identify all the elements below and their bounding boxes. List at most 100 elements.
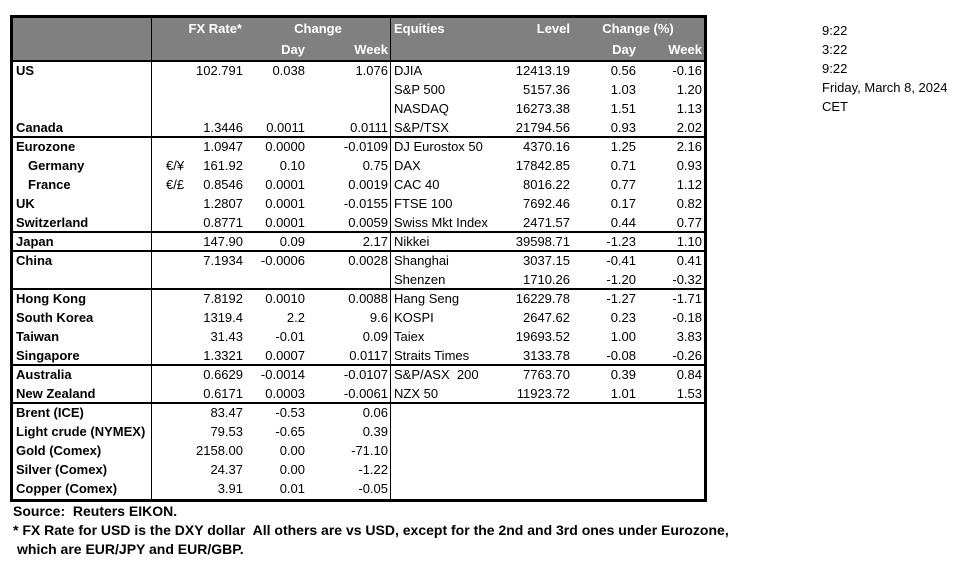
eq-row-nasdaq: NASDAQ 16273.38 1.51 1.13: [391, 100, 704, 119]
fx-rate-cell: 83.47: [152, 404, 246, 423]
fx-row-us: US 102.791 0.038 1.076: [13, 62, 390, 81]
fx-row-hong-kong: Hong Kong 7.8192 0.0010 0.0088: [13, 290, 390, 309]
fx-rate-value: 1.0947: [203, 139, 243, 154]
fx-label-cell: Brent (ICE): [13, 404, 152, 423]
fx-row-label: Brent (ICE): [16, 405, 84, 420]
eq-level-cell: 12413.19: [515, 63, 570, 78]
eq-label-cell: [391, 404, 504, 423]
eq-level-cell: [504, 423, 572, 442]
eq-label-cell: DAX: [391, 157, 504, 176]
eq-day-cell: -1.20: [606, 272, 636, 287]
eq-row-s-p-asx-200: S&P/ASX 200 7763.70 0.39 0.84: [391, 366, 704, 385]
eq-level-cell: 21794.56: [515, 120, 570, 135]
fx-rate-value: 3.91: [217, 481, 243, 496]
eq-week-cell: 1.20: [676, 82, 702, 97]
fx-rate-cell: 7.8192: [152, 290, 246, 309]
eq-label-cell: KOSPI: [391, 309, 504, 328]
eq-level-cell: 7763.70: [523, 367, 570, 382]
eq-row-label: CAC 40: [394, 177, 440, 192]
fx-row-label: New Zealand: [16, 386, 96, 401]
eq-day-cell: 0.17: [610, 196, 636, 211]
eq-row-label: KOSPI: [394, 310, 434, 325]
fx-rate-cell: 1319.4: [152, 309, 246, 328]
eq-day-cell: 1.25: [610, 139, 636, 154]
fx-rate-value: 0.6171: [203, 386, 243, 401]
fx-row-taiwan: Taiwan 31.43 -0.01 0.09: [13, 328, 390, 347]
eq-label-cell: Taiex: [391, 328, 504, 347]
eq-label-cell: Swiss Mkt Index: [391, 214, 504, 233]
currency-pair-label: €/¥: [166, 158, 185, 173]
fx-rate-value: 0.8546: [203, 177, 243, 192]
eq-row-nikkei: Nikkei 39598.71 -1.23 1.10: [391, 233, 704, 252]
eq-day-cell: 0.77: [610, 177, 636, 192]
fx-day-cell: 0.038: [272, 63, 305, 78]
change-pct-column-header: Change (%): [602, 21, 674, 36]
fx-table-body: US 102.791 0.038 1.076 Canada 1.3446 0.0011 0.0…: [13, 62, 390, 499]
fx-day-cell: [246, 81, 308, 100]
fx-day-cell: 0.0000: [265, 139, 305, 154]
fx-row-label: Canada: [16, 120, 63, 135]
time-line-3: 9:22: [822, 61, 848, 76]
eq-row-blank: [391, 480, 704, 499]
eq-row-nzx-50: NZX 50 11923.72 1.01 1.53: [391, 385, 704, 404]
eq-label-cell: S&P/ASX 200: [391, 366, 504, 385]
fx-rate-cell: 102.791: [152, 62, 246, 81]
eq-row-dj-eurostox-50: DJ Eurostox 50 4370.16 1.25 2.16: [391, 138, 704, 157]
fx-day-cell: 0.0007: [265, 348, 305, 363]
fx-day-column-header: Day: [281, 42, 305, 57]
eq-row-hang-seng: Hang Seng 16229.78 -1.27 -1.71: [391, 290, 704, 309]
fx-row-label: France: [28, 177, 71, 192]
fx-rate-value: 7.8192: [203, 291, 243, 306]
fx-day-cell: -0.53: [275, 405, 305, 420]
fx-day-cell: -0.0014: [260, 367, 305, 382]
eq-week-cell: 1.13: [676, 101, 702, 116]
fx-table: FX Rate* Change Day Week US 102.791 0.038 1…: [13, 18, 390, 499]
eq-label-cell: Shanghai: [391, 252, 504, 271]
eq-week-cell: -1.71: [672, 291, 702, 306]
fx-row-label: UK: [16, 196, 35, 211]
fx-row-new-zealand: New Zealand 0.6171 0.0003 -0.0061: [13, 385, 390, 404]
eq-label-cell: FTSE 100: [391, 195, 504, 214]
eq-day-cell: [572, 404, 638, 423]
eq-week-cell: [638, 404, 704, 423]
eq-day-cell: 0.23: [610, 310, 636, 325]
fx-change-column-header: Change: [294, 21, 342, 36]
footnote-line-2: which are EUR/JPY and EUR/GBP.: [17, 541, 244, 557]
eq-row-dax: DAX 17842.85 0.71 0.93: [391, 157, 704, 176]
market-data-table: FX Rate* Change Day Week US 102.791 0.038 1…: [10, 15, 707, 502]
fx-label-cell: Silver (Comex): [13, 461, 152, 480]
clock-panel: 9:22 3:22 9:22 Friday, March 8, 2024 CET: [822, 21, 947, 116]
eq-level-cell: 2647.62: [523, 310, 570, 325]
fx-row-label: Taiwan: [16, 329, 60, 344]
fx-row-label: Copper (Comex): [16, 481, 118, 496]
fx-row-blank: [13, 271, 390, 290]
fx-label-cell: New Zealand: [13, 385, 152, 404]
fx-rate-cell: 0.8771: [152, 214, 246, 233]
eq-level-cell: [504, 461, 572, 480]
fx-day-cell: 0.00: [279, 443, 305, 458]
fx-rate-value: 1.2807: [203, 196, 243, 211]
fx-week-cell: 1.076: [355, 63, 388, 78]
eq-label-cell: DJ Eurostox 50: [391, 138, 504, 157]
fx-rate-value: 2158.00: [196, 443, 243, 458]
fx-rate-value: 1.3446: [203, 120, 243, 135]
fx-week-cell: 0.0059: [348, 215, 388, 230]
fx-day-cell: 0.0001: [265, 177, 305, 192]
fx-header-spacer: [152, 39, 246, 60]
fx-row-label: Australia: [16, 367, 72, 382]
eq-row-djia: DJIA 12413.19 0.56 -0.16: [391, 62, 704, 81]
fx-label-cell: [13, 271, 152, 290]
fx-rate-value: 79.53: [210, 424, 243, 439]
fx-rate-cell: €/¥ 161.92: [152, 157, 246, 176]
eq-level-cell: 16273.38: [515, 101, 570, 116]
fx-label-cell: China: [13, 252, 152, 271]
eq-day-cell: [572, 442, 638, 461]
eq-row-label: DJIA: [394, 63, 423, 78]
fx-rate-cell: [152, 100, 246, 119]
fx-week-cell: 0.0019: [348, 177, 388, 192]
eq-row-kospi: KOSPI 2647.62 0.23 -0.18: [391, 309, 704, 328]
fx-header-row-1: FX Rate* Change: [152, 18, 390, 39]
eq-level-cell: 19693.52: [515, 329, 570, 344]
equities-column-header: Equities: [394, 21, 445, 36]
fx-label-cell: Australia: [13, 366, 152, 385]
